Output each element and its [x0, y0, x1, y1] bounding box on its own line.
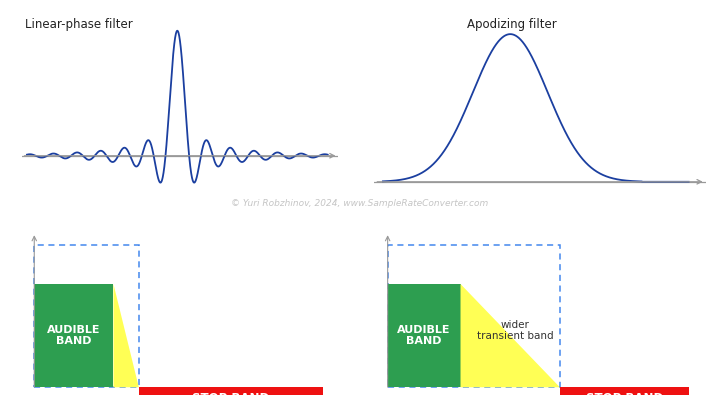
Text: Apodizing filter: Apodizing filter [467, 18, 557, 31]
Text: AUDIBLE
BAND: AUDIBLE BAND [47, 325, 101, 346]
Text: Linear-phase filter: Linear-phase filter [24, 18, 132, 31]
Polygon shape [114, 284, 139, 387]
Bar [387, 284, 461, 387]
Text: STOP BAND: STOP BAND [586, 392, 663, 399]
Bar [35, 284, 114, 387]
Text: STOP BAND: STOP BAND [192, 392, 269, 399]
Bar [387, 245, 560, 387]
Text: AUDIBLE
BAND: AUDIBLE BAND [397, 325, 451, 346]
Bar [560, 387, 689, 399]
Text: © Yuri Robzhinov, 2024, www.SampleRateConverter.com: © Yuri Robzhinov, 2024, www.SampleRateCo… [231, 199, 489, 208]
Bar [139, 387, 323, 399]
Bar [35, 245, 139, 387]
Polygon shape [461, 284, 560, 387]
Text: wider
transient band: wider transient band [477, 320, 554, 341]
